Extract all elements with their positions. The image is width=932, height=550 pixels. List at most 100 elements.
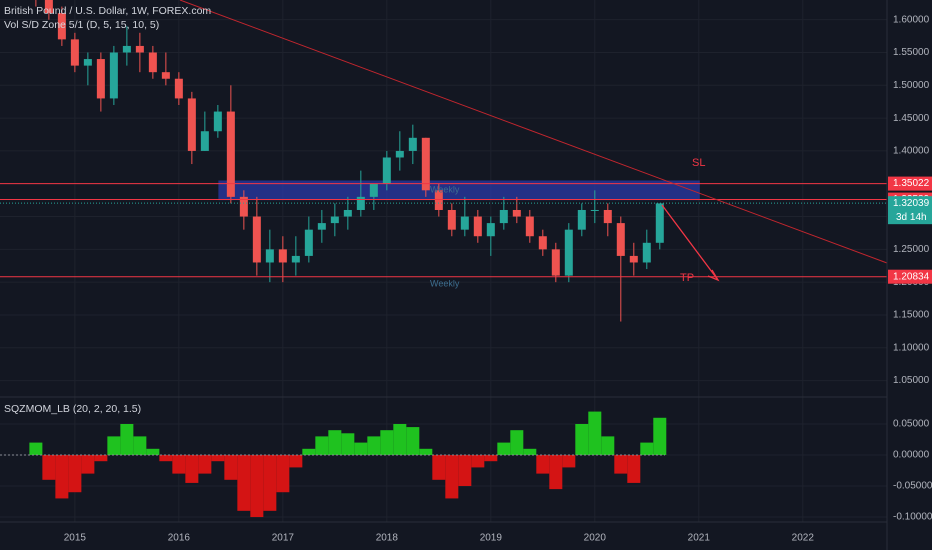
candle-body [252, 216, 261, 263]
momentum-bar [445, 455, 459, 499]
candle-body [148, 52, 157, 73]
momentum-bar [198, 455, 212, 474]
candle-body [109, 52, 118, 99]
momentum-bar [29, 442, 43, 456]
x-tick-label: 2021 [688, 533, 711, 544]
sl-label: SL [692, 157, 705, 169]
momentum-bar [406, 427, 420, 456]
candle-body [577, 209, 586, 230]
momentum-bar [250, 455, 264, 518]
candle-body [486, 223, 495, 237]
supply-demand-zone [218, 180, 700, 201]
momentum-bar [120, 423, 134, 456]
candle-body [642, 242, 651, 263]
momentum-bar [510, 430, 524, 456]
candle-body [369, 183, 378, 197]
momentum-bar [107, 436, 121, 456]
candle-body [460, 216, 469, 230]
level-badge [888, 176, 932, 191]
momentum-bar [211, 455, 225, 462]
candle-body [96, 59, 105, 99]
x-tick-label: 2022 [792, 533, 815, 544]
y-tick-label: 1.45000 [893, 113, 930, 124]
candle-body [317, 223, 326, 230]
momentum-bar [146, 448, 160, 456]
candle-body [135, 45, 144, 53]
momentum-bar [432, 455, 446, 480]
momentum-bar [562, 455, 576, 468]
candle-body [83, 59, 92, 66]
candle-body [44, 0, 53, 14]
x-tick-label: 2017 [272, 533, 295, 544]
candle-body [434, 190, 443, 210]
momentum-bar [341, 433, 355, 456]
symbol-title: British Pound / U.S. Dollar, 1W, FOREX.c… [4, 5, 211, 17]
momentum-bar [172, 455, 186, 474]
trend-line [179, 0, 888, 264]
tp-label: TP [680, 272, 694, 284]
axis-layer: 2015 2016 2017 2018 2019 2020 2021 2022 1.60000 1… [64, 14, 932, 544]
momentum-bar [614, 455, 628, 474]
momentum-bar [549, 455, 563, 490]
zone-layer [218, 180, 700, 201]
candle-body [408, 137, 417, 151]
candle-body [200, 131, 209, 151]
momentum-bar [263, 455, 277, 511]
y-tick-label: 1.55000 [893, 47, 930, 58]
level-label: 1.20834 [893, 271, 930, 282]
candle-body [525, 216, 534, 237]
zone-label: Weekly [430, 278, 460, 288]
momentum-bar [588, 411, 602, 456]
y-tick-label: 0.00000 [893, 450, 930, 461]
momentum-bar [393, 423, 407, 456]
candle-body [265, 249, 274, 263]
momentum-bar [81, 455, 95, 474]
x-tick-label: 2019 [480, 533, 503, 544]
momentum-bar [224, 455, 238, 480]
momentum-bar [471, 455, 485, 468]
candle-body [590, 209, 599, 211]
candle-body [382, 157, 391, 184]
candle-body [629, 255, 638, 263]
momentum-bar [575, 423, 589, 456]
y-tick-label: 1.10000 [893, 342, 930, 353]
momentum-bar [497, 442, 511, 456]
momentum-bar [185, 455, 199, 483]
momentum-bar [328, 430, 342, 456]
candle-body [278, 249, 287, 263]
momentum-bar [484, 455, 498, 462]
momentum-bar [653, 417, 667, 456]
momentum-bar [42, 455, 56, 480]
x-tick-label: 2015 [64, 533, 87, 544]
level-badge [888, 269, 932, 284]
candle-body [447, 209, 456, 230]
candle-body [291, 255, 300, 263]
candle-body [57, 13, 66, 40]
momentum-bar [367, 436, 381, 456]
y-tick-label: -0.05000 [893, 481, 932, 492]
momentum-bar [380, 430, 394, 456]
candle-body [330, 216, 339, 224]
candle-body [512, 209, 521, 217]
momentum-bar [419, 448, 433, 456]
momentum-bar [523, 448, 537, 456]
zone-label: Weekly [430, 184, 460, 194]
candle-body [122, 45, 131, 53]
y-tick-label: 1.40000 [893, 146, 930, 157]
candle-body [226, 111, 235, 197]
x-tick-label: 2020 [584, 533, 607, 544]
momentum-bar [55, 455, 69, 499]
last-price-badge [888, 196, 932, 225]
candle-body [304, 229, 313, 256]
momentum-bar [133, 436, 147, 456]
candle-body [213, 111, 222, 132]
candle-body [603, 209, 612, 224]
momentum-bar [315, 436, 329, 456]
last-price-label: 1.32039 [893, 198, 930, 209]
candle-body [551, 249, 560, 276]
arrow-head [707, 269, 720, 282]
y-tick-label: 1.50000 [893, 80, 930, 91]
candle-body [538, 236, 547, 250]
candle-body [187, 98, 196, 151]
